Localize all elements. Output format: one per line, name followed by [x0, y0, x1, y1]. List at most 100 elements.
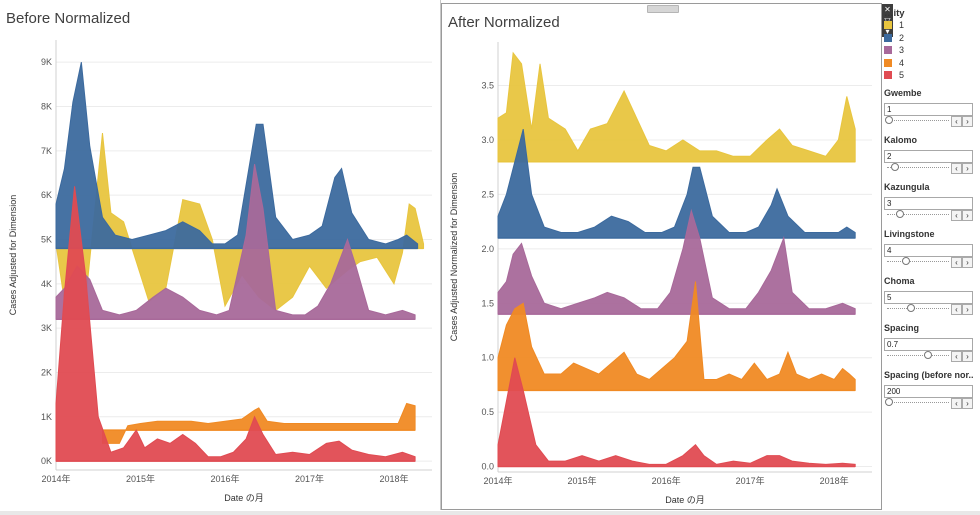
parameter-label: Kazungula [884, 182, 930, 192]
x-axis-title: Date の月 [224, 493, 264, 503]
parameter-control: Choma 5 ‹ › [884, 276, 976, 320]
increment-button[interactable]: › [962, 116, 973, 127]
parameter-value-input[interactable]: 1 [884, 103, 973, 116]
x-tick-label: 2014年 [41, 473, 70, 484]
y-tick-label: 2.5 [481, 189, 494, 199]
slider-track[interactable] [887, 214, 949, 215]
slider-thumb[interactable] [885, 116, 893, 124]
legend-item[interactable]: 3 [884, 44, 905, 57]
increment-button[interactable]: › [962, 398, 973, 409]
legend-swatch [884, 21, 892, 30]
slider-thumb[interactable] [890, 163, 899, 171]
after-normalized-panel: After Normalized 0.0 0.5 1.0 1.5 2.0 2.5 3.0 3.… [441, 3, 882, 510]
resize-grip[interactable] [647, 5, 679, 13]
slider-track[interactable] [887, 355, 949, 356]
slider-track[interactable] [887, 167, 949, 168]
y-tick-label: 2.0 [481, 244, 494, 254]
legend-swatch [884, 46, 892, 55]
y-axis-title: Cases Adjusted for Dimension [8, 195, 18, 316]
legend-swatch [884, 58, 892, 67]
series-area-3[interactable] [497, 208, 856, 315]
y-tick-label: 5K [41, 234, 52, 244]
legend-item[interactable]: 2 [884, 32, 905, 45]
parameter-control: Spacing 0.7 ‹ › [884, 323, 976, 367]
y-tick-label: 3.0 [481, 135, 494, 145]
y-tick-label: 0.5 [481, 407, 494, 417]
y-axis-title: Cases Adjusted Normalized for Dimension [449, 173, 459, 342]
scrollbar[interactable] [0, 511, 980, 515]
parameter-label: Gwembe [884, 88, 922, 98]
decrement-button[interactable]: ‹ [951, 163, 962, 174]
legend-label: 2 [899, 32, 905, 43]
slider-track[interactable] [887, 308, 949, 309]
chart-title: Before Normalized [6, 10, 131, 27]
parameter-control: Spacing (before nor.. 200 ‹ › [884, 370, 976, 414]
pin-icon[interactable]: ✕ [884, 5, 891, 14]
increment-button[interactable]: › [962, 351, 973, 362]
slider-thumb[interactable] [901, 257, 910, 265]
series-area-2[interactable] [497, 128, 856, 239]
parameter-value-input[interactable]: 4 [884, 244, 973, 257]
increment-button[interactable]: › [962, 304, 973, 315]
slider-thumb[interactable] [885, 398, 893, 406]
increment-button[interactable]: › [962, 210, 973, 221]
y-tick-label: 1K [41, 412, 52, 422]
parameter-value-input[interactable]: 2 [884, 150, 973, 163]
legend-item[interactable]: 1 [884, 19, 905, 32]
x-tick-label: 2014年 [483, 475, 512, 486]
legend-label: 1 [899, 20, 905, 31]
x-tick-label: 2015年 [126, 473, 155, 484]
increment-button[interactable]: › [962, 257, 973, 268]
before-normalized-panel: Before Normalized 0K 1K 2K 3K 4K 5K 6K 7K 8K 9K 20… [0, 0, 441, 510]
decrement-button[interactable]: ‹ [951, 210, 962, 221]
x-tick-label: 2017年 [295, 473, 324, 484]
y-tick-label: 9K [41, 57, 52, 67]
legend-label: 4 [899, 57, 905, 68]
increment-button[interactable]: › [962, 163, 973, 174]
parameter-control: Livingstone 4 ‹ › [884, 229, 976, 273]
legend-label: 5 [899, 70, 905, 81]
legend-swatch [884, 71, 892, 80]
parameter-value-input[interactable]: 200 [884, 385, 973, 398]
x-tick-label: 2016年 [210, 473, 239, 484]
series-area-3[interactable] [55, 164, 416, 320]
decrement-button[interactable]: ‹ [951, 398, 962, 409]
slider-thumb[interactable] [907, 304, 916, 312]
slider-thumb[interactable] [896, 210, 905, 218]
parameter-value-input[interactable]: 3 [884, 197, 973, 210]
series-area-5[interactable] [55, 186, 416, 462]
dropdown-icon[interactable]: ▾ [885, 27, 890, 36]
series-area-5[interactable] [497, 357, 856, 468]
x-tick-label: 2018年 [379, 473, 408, 484]
slider-thumb[interactable] [924, 351, 933, 359]
legend-label: 3 [899, 45, 905, 56]
decrement-button[interactable]: ‹ [951, 351, 962, 362]
decrement-button[interactable]: ‹ [951, 257, 962, 268]
legend-item[interactable]: 5 [884, 69, 905, 82]
slider-track[interactable] [887, 402, 949, 403]
legend-item[interactable]: 4 [884, 57, 905, 70]
y-tick-label: 7K [41, 146, 52, 156]
chart-title: After Normalized [448, 14, 560, 31]
y-tick-label: 1.5 [481, 298, 494, 308]
y-tick-label: 0.0 [481, 462, 494, 472]
parameter-label: Spacing [884, 323, 920, 333]
series-area-1[interactable] [497, 51, 856, 163]
x-tick-label: 2017年 [736, 475, 765, 486]
series-area-2[interactable] [55, 62, 419, 249]
parameter-value-input[interactable]: 5 [884, 291, 973, 304]
filter-icon[interactable]: ▽ [882, 15, 893, 26]
parameter-value-input[interactable]: 0.7 [884, 338, 973, 351]
series-area-4[interactable] [101, 402, 416, 444]
parameter-control: Kalomo 2 ‹ › [884, 135, 976, 179]
series-area-4[interactable] [497, 281, 856, 391]
decrement-button[interactable]: ‹ [951, 116, 962, 127]
legend-title: …ity [884, 8, 905, 19]
parameter-control: Gwembe 1 ‹ › [884, 88, 976, 132]
x-tick-label: 2016年 [652, 475, 681, 486]
slider-track[interactable] [887, 120, 949, 121]
legend-toolbar: ✕ ▽ ▾ [882, 4, 893, 37]
decrement-button[interactable]: ‹ [951, 304, 962, 315]
slider-track[interactable] [887, 261, 949, 262]
